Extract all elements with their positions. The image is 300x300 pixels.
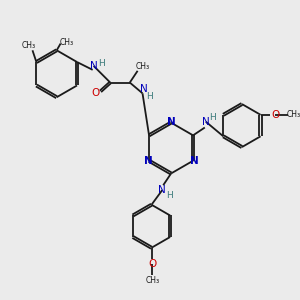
Text: N: N xyxy=(144,156,152,166)
Text: CH₃: CH₃ xyxy=(59,38,74,47)
Text: N: N xyxy=(140,84,147,94)
Text: N: N xyxy=(202,117,210,127)
Text: N: N xyxy=(190,156,198,166)
Text: CH₃: CH₃ xyxy=(22,41,36,50)
Text: CH₃: CH₃ xyxy=(135,62,150,71)
Text: H: H xyxy=(146,92,153,101)
Text: O: O xyxy=(271,110,279,120)
Text: N: N xyxy=(167,117,176,127)
Text: N: N xyxy=(158,185,166,195)
Text: O: O xyxy=(148,260,157,269)
Text: H: H xyxy=(98,58,105,68)
Text: CH₃: CH₃ xyxy=(146,275,160,284)
Text: CH₃: CH₃ xyxy=(287,110,300,119)
Text: N: N xyxy=(90,61,98,71)
Text: H: H xyxy=(166,191,172,200)
Text: H: H xyxy=(209,113,216,122)
Text: O: O xyxy=(92,88,100,98)
